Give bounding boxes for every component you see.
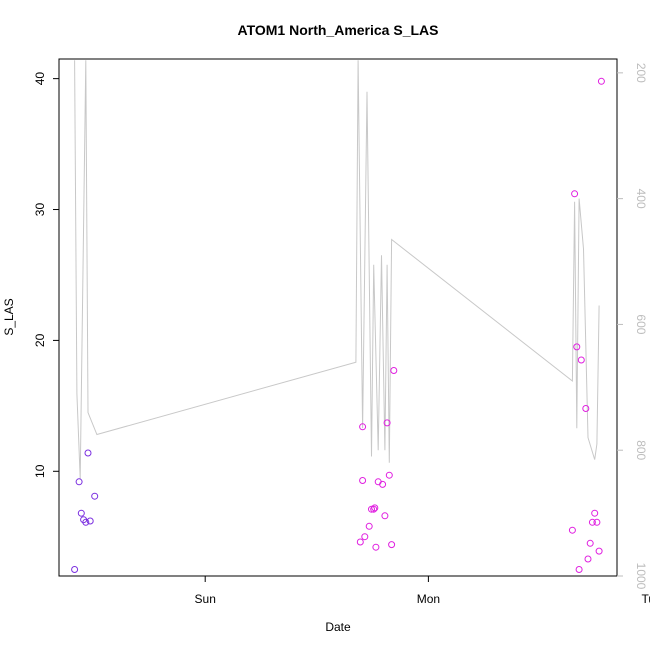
- data-point: [575, 566, 583, 573]
- y-tick-label: 10: [33, 464, 47, 478]
- y-tick-label: 30: [33, 203, 47, 217]
- x-tick-label: Tue: [641, 592, 650, 606]
- data-point: [582, 405, 590, 412]
- data-point: [383, 419, 391, 427]
- data-point: [595, 547, 603, 555]
- y2-tick-label: 800: [634, 440, 648, 460]
- y2-tick-label: 400: [634, 189, 648, 209]
- data-point: [75, 478, 83, 486]
- chart-title: ATOM1 North_America S_LAS: [238, 22, 439, 38]
- data-point: [379, 480, 387, 488]
- data-point: [77, 509, 85, 517]
- point-series: [71, 77, 605, 573]
- line-series-path: [74, 60, 600, 479]
- data-point: [371, 504, 379, 512]
- y2-tick-label: 1000: [634, 563, 648, 590]
- data-point: [372, 543, 380, 551]
- y-tick-label: 20: [33, 333, 47, 347]
- data-point: [86, 517, 94, 525]
- data-point: [370, 505, 378, 513]
- y-axis: 10 20 30 40: [33, 72, 59, 478]
- data-point: [597, 77, 605, 85]
- y2-axis: 200 400 600 800 1000: [617, 63, 648, 590]
- y2-tick-label: 600: [634, 314, 648, 334]
- y2-tick-label: 200: [634, 63, 648, 83]
- data-point: [390, 367, 398, 374]
- y-axis-label: S_LAS: [2, 298, 16, 335]
- data-point: [82, 518, 90, 526]
- y-tick-label: 40: [33, 72, 47, 86]
- data-point: [91, 492, 99, 500]
- data-point: [588, 518, 596, 526]
- plot-frame: [58, 58, 618, 577]
- data-point: [71, 566, 79, 573]
- data-point: [359, 423, 367, 431]
- data-point: [359, 477, 367, 484]
- data-point: [388, 541, 396, 549]
- data-point: [84, 449, 92, 457]
- data-point: [365, 522, 373, 530]
- data-point: [586, 539, 594, 547]
- data-point: [368, 505, 375, 513]
- x-axis-label: Date: [325, 620, 351, 634]
- data-point: [385, 471, 393, 479]
- data-point: [381, 512, 389, 520]
- x-tick-label: Sun: [195, 592, 216, 606]
- data-point: [577, 356, 585, 364]
- data-point: [573, 343, 581, 351]
- data-point: [356, 538, 364, 546]
- data-point: [361, 533, 369, 541]
- x-tick-label: Mon: [417, 592, 440, 606]
- x-axis: Sun Mon Tue: [195, 576, 650, 606]
- line-series: [74, 60, 600, 479]
- data-point: [568, 526, 576, 534]
- data-point: [593, 518, 601, 526]
- data-point: [571, 190, 579, 198]
- data-point: [591, 509, 599, 517]
- data-point: [584, 555, 592, 563]
